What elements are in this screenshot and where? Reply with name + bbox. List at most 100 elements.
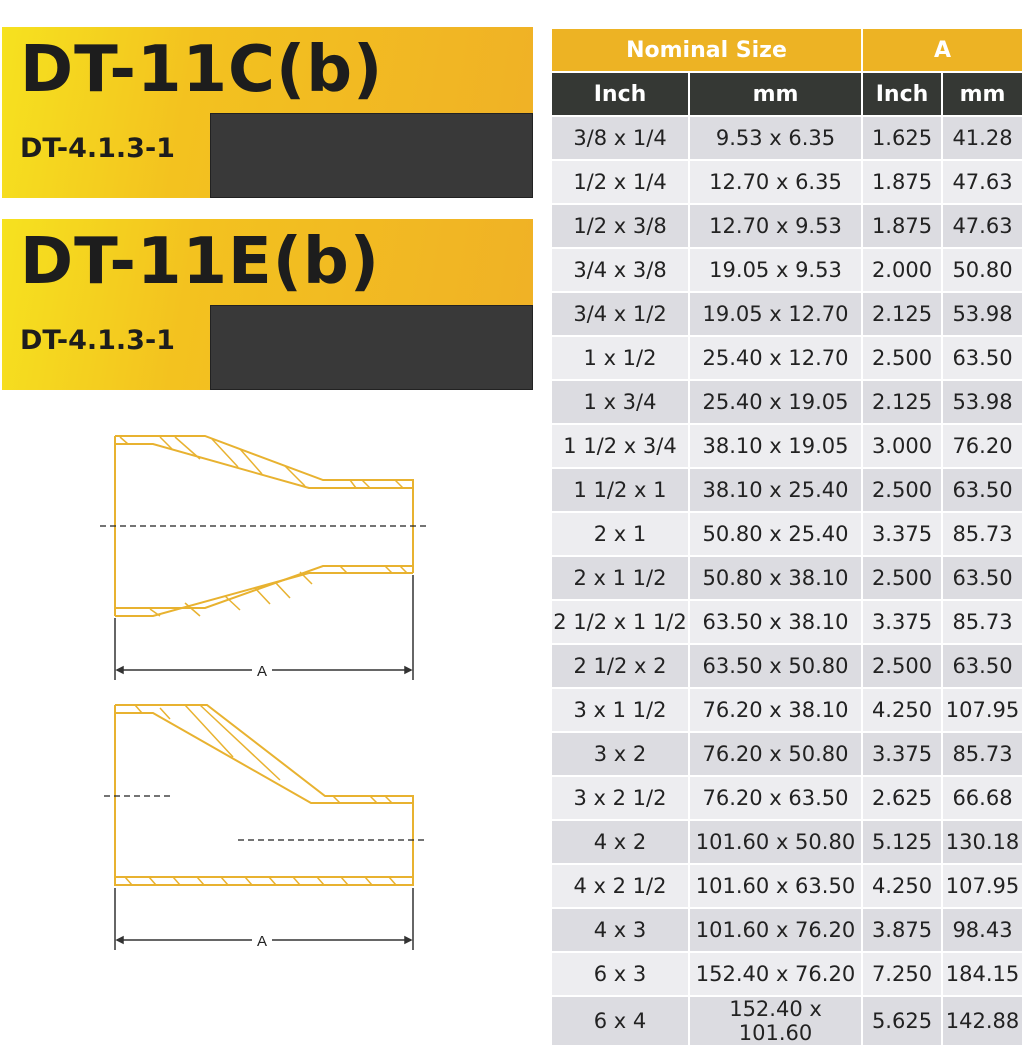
product-title: DT-11C(b) [20,33,384,107]
table-row: 2 1/2 x 1 1/2 63.50 x 38.10 3.375 85.73 [552,601,1022,643]
nominal-mm-cell: 19.05 x 12.70 [690,293,861,335]
a-inch-cell: 2.125 [863,381,941,423]
nominal-inch-cell: 1 x 3/4 [552,381,688,423]
table-row: 2 x 1 1/2 50.80 x 38.10 2.500 63.50 [552,557,1022,599]
nominal-inch-cell: 4 x 3 [552,909,688,951]
nominal-mm-cell: 76.20 x 63.50 [690,777,861,819]
group-header-a: A [863,29,1022,71]
a-inch-cell: 2.500 [863,645,941,687]
nominal-mm-cell: 76.20 x 50.80 [690,733,861,775]
dimension-table: Nominal Size A Inch mm Inch mm 3/8 x 1/4… [550,27,1024,1047]
table-row: 3 x 1 1/2 76.20 x 38.10 4.250 107.95 [552,689,1022,731]
eccentric-reducer-drawing [114,704,414,886]
nominal-inch-cell: 4 x 2 1/2 [552,865,688,907]
nominal-inch-cell: 6 x 3 [552,953,688,995]
a-inch-cell: 2.500 [863,469,941,511]
nominal-inch-cell: 3 x 2 [552,733,688,775]
dimension-label: A [257,663,267,680]
col-header-a-inch: Inch [863,73,941,115]
a-mm-cell: 47.63 [943,205,1022,247]
a-inch-cell: 1.625 [863,117,941,159]
nominal-inch-cell: 2 1/2 x 1 1/2 [552,601,688,643]
a-mm-cell: 50.80 [943,249,1022,291]
nominal-mm-cell: 101.60 x 50.80 [690,821,861,863]
table-row: 4 x 2 1/2 101.60 x 63.50 4.250 107.95 [552,865,1022,907]
nominal-mm-cell: 101.60 x 76.20 [690,909,861,951]
a-mm-cell: 53.98 [943,293,1022,335]
nominal-mm-cell: 25.40 x 19.05 [690,381,861,423]
a-mm-cell: 98.43 [943,909,1022,951]
table-row: 4 x 2 101.60 x 50.80 5.125 130.18 [552,821,1022,863]
dimension-a-top [114,575,414,680]
a-mm-cell: 184.15 [943,953,1022,995]
a-mm-cell: 63.50 [943,645,1022,687]
a-mm-cell: 66.68 [943,777,1022,819]
a-inch-cell: 4.250 [863,689,941,731]
concentric-reducer-drawing [114,435,414,617]
table-row: 3/8 x 1/4 9.53 x 6.35 1.625 41.28 [552,117,1022,159]
dark-panel [210,305,533,390]
nominal-inch-cell: 1/2 x 3/8 [552,205,688,247]
table-row: 1 1/2 x 3/4 38.10 x 19.05 3.000 76.20 [552,425,1022,467]
nominal-mm-cell: 63.50 x 38.10 [690,601,861,643]
table-row: 3/4 x 3/8 19.05 x 9.53 2.000 50.80 [552,249,1022,291]
group-header-nominal-size: Nominal Size [552,29,861,71]
a-inch-cell: 1.875 [863,205,941,247]
a-inch-cell: 3.875 [863,909,941,951]
nominal-inch-cell: 1 x 1/2 [552,337,688,379]
nominal-inch-cell: 3 x 2 1/2 [552,777,688,819]
table-row: 2 x 1 50.80 x 25.40 3.375 85.73 [552,513,1022,555]
banner-dt-11c: DT-11C(b) DT-4.1.3-1 [2,27,533,198]
a-inch-cell: 3.375 [863,733,941,775]
nominal-inch-cell: 3 x 1 1/2 [552,689,688,731]
table-row: 3 x 2 76.20 x 50.80 3.375 85.73 [552,733,1022,775]
nominal-mm-cell: 152.40 x 101.60 [690,997,861,1045]
a-inch-cell: 1.875 [863,161,941,203]
nominal-mm-cell: 50.80 x 38.10 [690,557,861,599]
nominal-mm-cell: 63.50 x 50.80 [690,645,861,687]
a-inch-cell: 2.500 [863,337,941,379]
a-mm-cell: 107.95 [943,865,1022,907]
col-header-inch: Inch [552,73,688,115]
nominal-mm-cell: 152.40 x 76.20 [690,953,861,995]
table-row: 1/2 x 3/8 12.70 x 9.53 1.875 47.63 [552,205,1022,247]
a-inch-cell: 5.125 [863,821,941,863]
nominal-inch-cell: 2 x 1 [552,513,688,555]
a-inch-cell: 7.250 [863,953,941,995]
nominal-inch-cell: 2 x 1 1/2 [552,557,688,599]
dark-panel [210,113,533,198]
a-inch-cell: 2.125 [863,293,941,335]
col-header-mm: mm [690,73,861,115]
product-title: DT-11E(b) [20,225,381,299]
a-mm-cell: 130.18 [943,821,1022,863]
a-inch-cell: 2.000 [863,249,941,291]
a-mm-cell: 53.98 [943,381,1022,423]
nominal-mm-cell: 9.53 x 6.35 [690,117,861,159]
table-row: 1 x 3/4 25.40 x 19.05 2.125 53.98 [552,381,1022,423]
nominal-inch-cell: 4 x 2 [552,821,688,863]
a-mm-cell: 76.20 [943,425,1022,467]
a-inch-cell: 2.500 [863,557,941,599]
table-row: 1 x 1/2 25.40 x 12.70 2.500 63.50 [552,337,1022,379]
nominal-inch-cell: 1 1/2 x 3/4 [552,425,688,467]
nominal-mm-cell: 76.20 x 38.10 [690,689,861,731]
a-inch-cell: 4.250 [863,865,941,907]
a-mm-cell: 41.28 [943,117,1022,159]
nominal-mm-cell: 25.40 x 12.70 [690,337,861,379]
nominal-mm-cell: 50.80 x 25.40 [690,513,861,555]
a-mm-cell: 142.88 [943,997,1022,1045]
nominal-inch-cell: 1/2 x 1/4 [552,161,688,203]
a-mm-cell: 63.50 [943,337,1022,379]
a-inch-cell: 3.375 [863,513,941,555]
a-inch-cell: 2.625 [863,777,941,819]
nominal-mm-cell: 12.70 x 6.35 [690,161,861,203]
nominal-mm-cell: 101.60 x 63.50 [690,865,861,907]
a-inch-cell: 3.000 [863,425,941,467]
a-mm-cell: 63.50 [943,557,1022,599]
table-row: 3/4 x 1/2 19.05 x 12.70 2.125 53.98 [552,293,1022,335]
nominal-inch-cell: 6 x 4 [552,997,688,1045]
table-row: 6 x 4 152.40 x 101.60 5.625 142.88 [552,997,1022,1045]
a-mm-cell: 47.63 [943,161,1022,203]
product-code: DT-4.1.3-1 [20,325,175,356]
nominal-mm-cell: 38.10 x 25.40 [690,469,861,511]
